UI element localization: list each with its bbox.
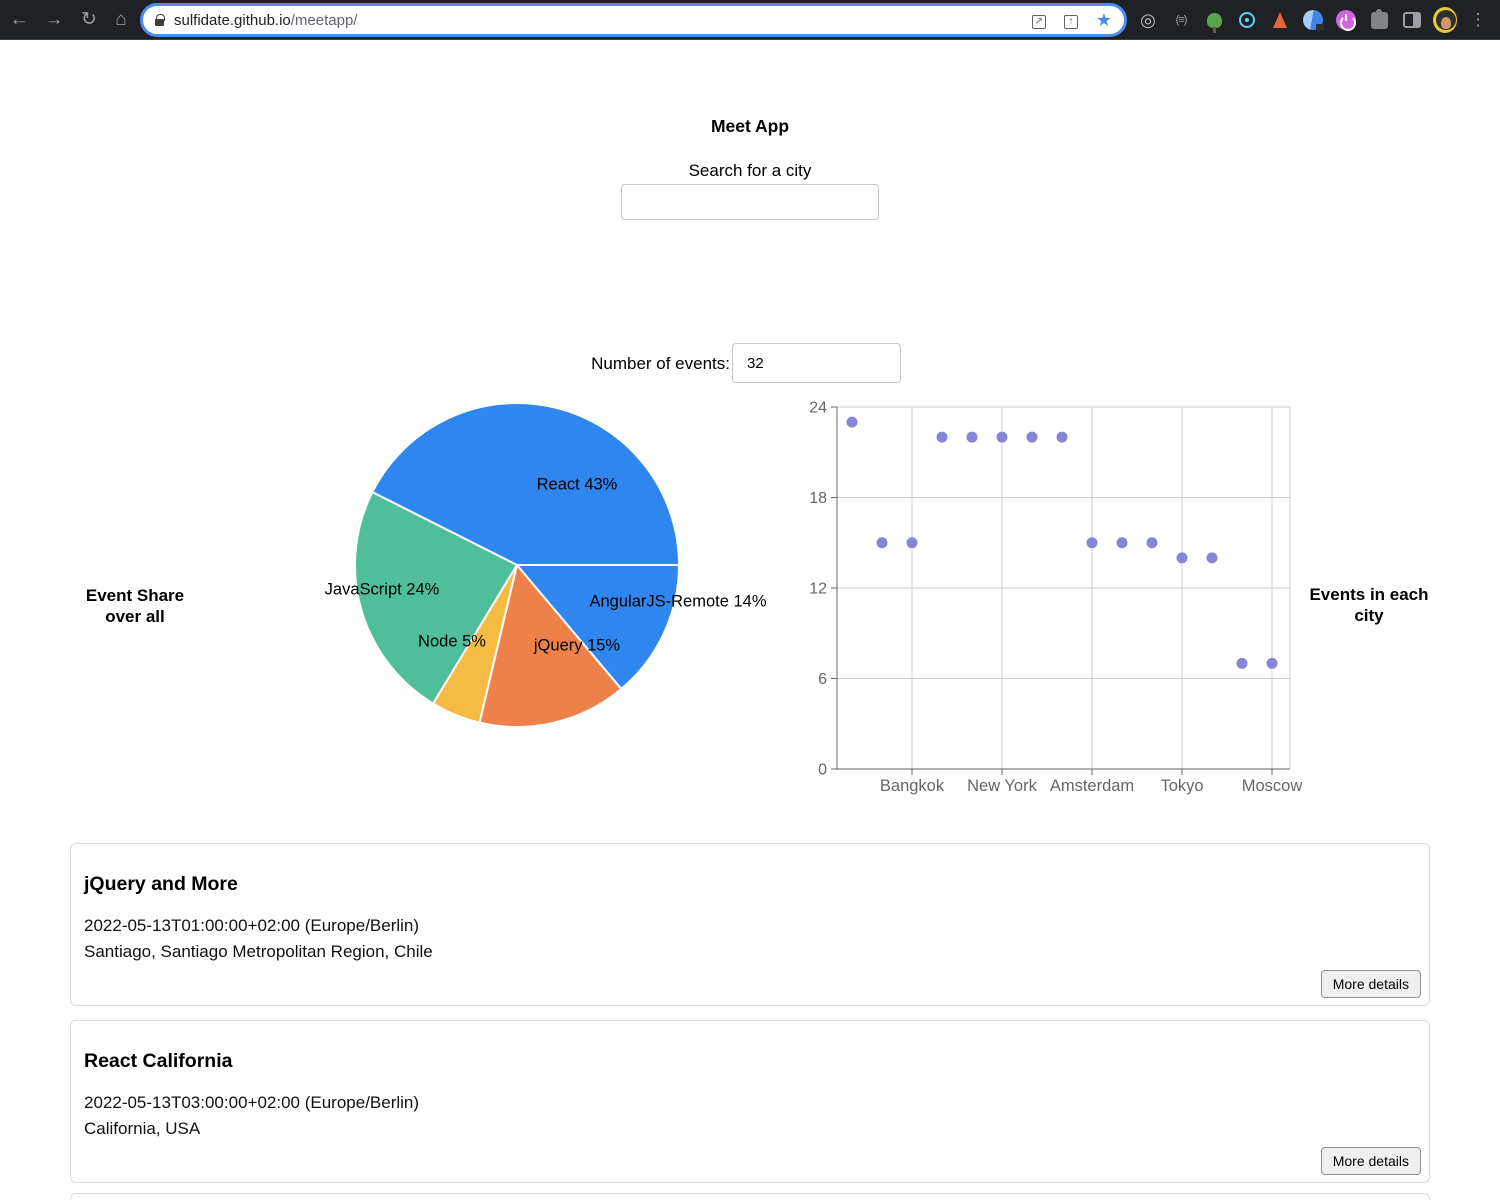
event-card: jQuery and More 2022-05-13T01:00:00+02:0… xyxy=(70,843,1430,1006)
x-tick-label-new-york: New York xyxy=(967,777,1037,795)
pie-caption-line2: over all xyxy=(105,607,165,626)
number-of-events-label: Number of events: xyxy=(591,354,730,373)
extensions-row: ◎ (≡) ⋮ xyxy=(1136,0,1490,40)
json-badge-extension-icon[interactable]: (≡) xyxy=(1175,14,1188,26)
home-icon[interactable]: ⌂ xyxy=(115,9,127,30)
session-lock-extension-icon[interactable] xyxy=(1301,8,1325,32)
scatter-point[interactable] xyxy=(1026,431,1038,443)
city-search-input[interactable] xyxy=(621,184,879,220)
tree-extension-icon[interactable] xyxy=(1202,8,1226,33)
event-card: React California 2022-05-13T03:00:00+02:… xyxy=(70,1020,1430,1183)
back-icon[interactable]: ← xyxy=(9,9,29,30)
event-location: California, USA xyxy=(84,1119,201,1138)
scatter-point[interactable] xyxy=(1176,552,1188,564)
pie-slice-angularjs-remote[interactable] xyxy=(516,564,680,690)
forward-icon[interactable]: → xyxy=(44,9,64,30)
profile-avatar[interactable] xyxy=(1433,7,1457,33)
scatter-chart: 0 6 12 18 24 Bangkok New York Amsterdam Tokyo Mos… xyxy=(809,400,1303,796)
pie-slice-javascript[interactable] xyxy=(354,491,518,705)
x-tick-label-tokyo: Tokyo xyxy=(1160,777,1203,795)
browser-menu-dots-icon[interactable]: ⋮ xyxy=(1469,10,1487,29)
pie-chart-caption: Event Share over all xyxy=(60,585,210,627)
lock-icon[interactable] xyxy=(155,13,165,26)
event-location: Santiago, Santiago Metropolitan Region, … xyxy=(84,942,433,961)
pie-slice-jquery[interactable] xyxy=(478,564,623,728)
event-title: jQuery and More xyxy=(84,873,238,895)
url-text: sulfidate.github.io/meetapp/ xyxy=(174,11,358,29)
y-tick-label: 6 xyxy=(818,671,827,688)
event-title: React California xyxy=(84,1050,233,1072)
scatter-caption-line2: city xyxy=(1354,606,1384,625)
x-tick-label-bangkok: Bangkok xyxy=(880,777,945,795)
reload-icon[interactable]: ↻ xyxy=(81,9,97,30)
event-datetime: 2022-05-13T01:00:00+02:00 (Europe/Berlin… xyxy=(84,916,420,935)
share-icon[interactable]: ↑ xyxy=(1063,11,1078,29)
number-of-events-input[interactable] xyxy=(732,343,901,383)
more-details-button[interactable]: More details xyxy=(1320,970,1421,998)
scatter-point[interactable] xyxy=(1206,552,1218,564)
pie-slice-react[interactable] xyxy=(371,402,680,566)
scatter-caption-line1: Events in each xyxy=(1309,585,1429,604)
event-card-partial xyxy=(70,1193,1430,1200)
search-label: Search for a city xyxy=(688,161,812,180)
scatter-point[interactable] xyxy=(1236,657,1248,669)
page-title: Meet App xyxy=(710,116,790,136)
more-details-button[interactable]: More details xyxy=(1320,1147,1421,1175)
scatter-point[interactable] xyxy=(1266,657,1278,669)
scatter-chart-caption: Events in each city xyxy=(1299,584,1439,626)
x-tick-label-moscow: Moscow xyxy=(1242,777,1303,795)
pie-chart xyxy=(354,402,680,728)
scatter-point[interactable] xyxy=(1056,431,1068,443)
target-extension-icon[interactable]: ◎ xyxy=(1140,9,1156,30)
y-tick-label: 0 xyxy=(818,762,827,779)
scatter-point[interactable] xyxy=(996,431,1008,443)
y-tick-label: 18 xyxy=(809,490,827,507)
browser-toolbar: ← → ↻ ⌂ sulfidate.github.io/meetapp/ ↗ ↑… xyxy=(0,0,1500,40)
scatter-point[interactable] xyxy=(966,431,978,443)
scatter-point[interactable] xyxy=(876,537,888,549)
side-panel-icon[interactable] xyxy=(1400,8,1424,32)
event-datetime: 2022-05-13T03:00:00+02:00 (Europe/Berlin… xyxy=(84,1093,420,1112)
scatter-point[interactable] xyxy=(906,537,918,549)
scatter-point[interactable] xyxy=(936,431,948,443)
extensions-puzzle-icon[interactable] xyxy=(1367,8,1391,32)
open-in-new-icon[interactable]: ↗ xyxy=(1031,11,1046,29)
pie-caption-line1: Event Share xyxy=(85,586,185,605)
scatter-point[interactable] xyxy=(1146,537,1158,549)
power-extension-icon[interactable] xyxy=(1334,8,1358,32)
address-bar[interactable]: sulfidate.github.io/meetapp/ ↗ ↑ ★ xyxy=(140,3,1127,37)
lighthouse-extension-icon[interactable] xyxy=(1268,8,1292,32)
bookmark-star-icon[interactable]: ★ xyxy=(1095,9,1112,30)
y-tick-label: 24 xyxy=(809,400,827,417)
scatter-point[interactable] xyxy=(1086,537,1098,549)
x-tick-label-amsterdam: Amsterdam xyxy=(1050,777,1134,795)
react-devtools-extension-icon[interactable] xyxy=(1235,8,1259,32)
y-tick-label: 12 xyxy=(809,581,827,598)
scatter-point[interactable] xyxy=(846,416,858,428)
scatter-point[interactable] xyxy=(1116,537,1128,549)
